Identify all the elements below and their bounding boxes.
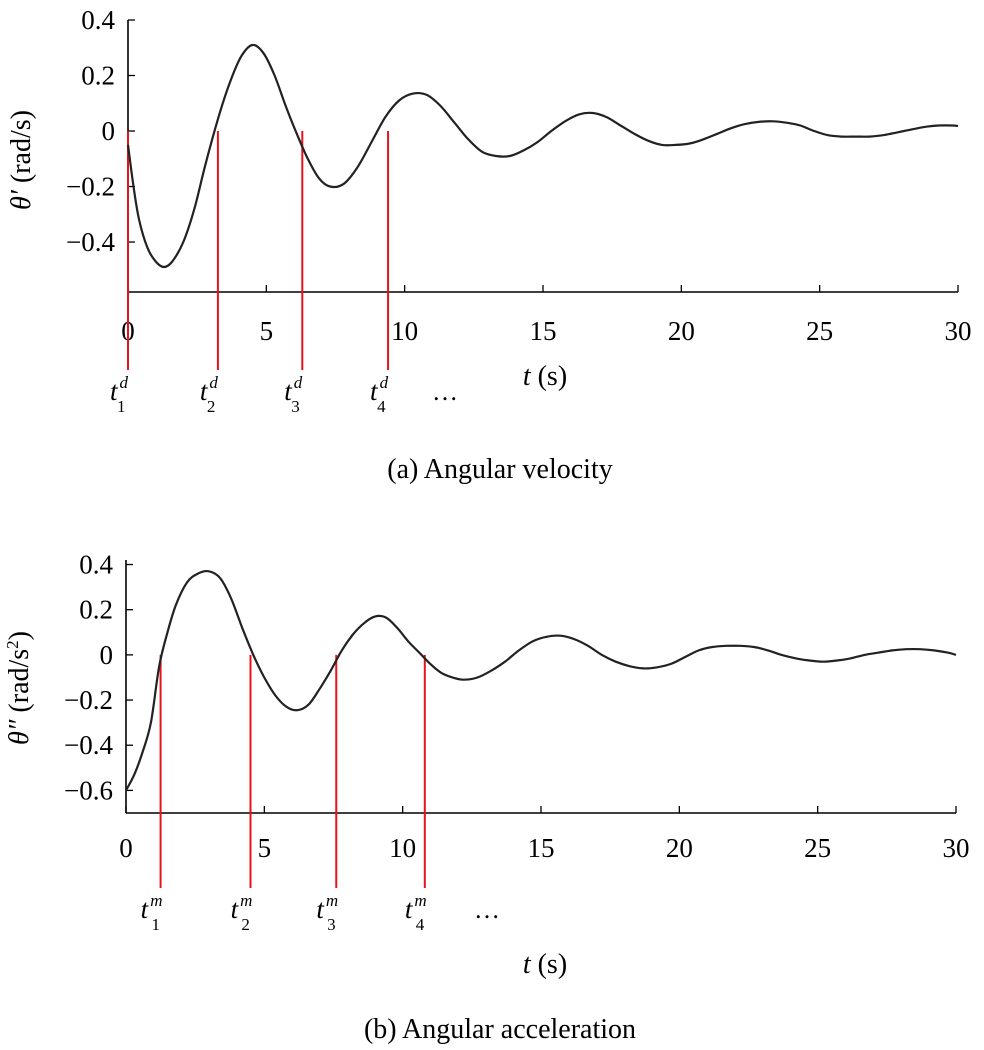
marker-subscript: 1 — [117, 397, 126, 416]
y-tick-label: −0.2 — [66, 172, 115, 202]
marker-subscript: 3 — [327, 915, 336, 934]
y-tick-label: 0.4 — [81, 5, 115, 35]
marker-subscript: 4 — [377, 397, 386, 416]
x-axis-label: t (s) — [523, 361, 567, 392]
y-tick-label: 0.2 — [81, 61, 115, 91]
marker-variable: t — [316, 894, 325, 924]
x-axis-variable: t — [523, 949, 532, 980]
marker-subscript: 4 — [416, 915, 425, 934]
y-axis-unit: (rad/s — [4, 649, 35, 720]
marker-superscript: m — [240, 891, 252, 910]
figure-caption: (a) Angular velocity — [387, 454, 612, 485]
x-tick-label: 10 — [389, 833, 416, 863]
marker-superscript: d — [120, 373, 129, 392]
x-axis-unit: (s) — [531, 949, 568, 980]
y-axis-unit-superscript: 2 — [3, 640, 22, 649]
marker-superscript: m — [326, 891, 338, 910]
x-tick-label: 20 — [668, 316, 695, 346]
marker-ellipsis: … — [474, 895, 500, 924]
x-tick-label: 15 — [530, 316, 557, 346]
y-axis-variable: θ′ — [6, 189, 37, 210]
y-axis-variable: θ″ — [4, 719, 35, 745]
y-tick-label: 0 — [102, 116, 116, 146]
x-tick-label: 15 — [528, 833, 555, 863]
y-axis-label: θ′ (rad/s) — [6, 110, 37, 210]
marker-variable: t — [231, 894, 240, 924]
x-axis-variable: t — [523, 361, 532, 392]
marker-superscript: m — [414, 891, 426, 910]
marker-superscript: d — [294, 373, 303, 392]
x-tick-label: 25 — [804, 833, 831, 863]
x-tick-label: 30 — [945, 316, 972, 346]
chart-panel-angular-velocity: 0.40.20−0.2−0.4051015202530td1td2td3td4…… — [6, 5, 972, 485]
marker-subscript: 3 — [291, 397, 300, 416]
y-tick-label: 0.2 — [79, 595, 113, 625]
x-tick-label: 10 — [391, 316, 418, 346]
x-tick-label: 5 — [258, 833, 272, 863]
x-tick-label: 30 — [943, 833, 970, 863]
marker-variable: t — [284, 376, 293, 406]
marker-superscript: d — [209, 373, 218, 392]
x-axis-unit: (s) — [531, 361, 568, 392]
marker-variable: t — [370, 376, 379, 406]
marker-variable: t — [200, 376, 209, 406]
data-series-line — [125, 569, 957, 791]
x-tick-label: 0 — [119, 833, 133, 863]
marker-subscript: 2 — [241, 915, 250, 934]
marker-superscript: d — [380, 373, 389, 392]
y-tick-label: −0.4 — [66, 227, 115, 257]
data-series-line — [126, 43, 959, 269]
y-tick-label: 0 — [100, 640, 114, 670]
x-axis-label: t (s) — [523, 949, 567, 980]
y-axis-label: θ″ (rad/s2) — [3, 631, 35, 745]
marker-variable: t — [141, 894, 150, 924]
marker-superscript: m — [150, 891, 162, 910]
y-tick-label: 0.4 — [79, 550, 113, 580]
x-tick-label: 20 — [666, 833, 693, 863]
y-tick-label: −0.4 — [64, 730, 113, 760]
marker-variable: t — [110, 376, 119, 406]
chart-panel-angular-acceleration: 0.40.20−0.2−0.4−0.60 5 10 15 20 25 30t m 1t m 2t m 3… — [3, 550, 970, 1045]
marker-variable: t — [405, 894, 414, 924]
y-axis-unit-close: ) — [4, 631, 35, 640]
marker-subscript: 2 — [207, 397, 216, 416]
y-axis-unit: (rad/s) — [6, 110, 37, 190]
marker-ellipsis: … — [432, 377, 458, 406]
y-tick-label: −0.2 — [64, 685, 113, 715]
x-tick-label: 25 — [806, 316, 833, 346]
x-tick-label: 5 — [260, 316, 274, 346]
marker-subscript: 1 — [151, 915, 160, 934]
y-tick-label: −0.6 — [64, 775, 113, 805]
figure-caption: (b) Angular acceleration — [364, 1014, 636, 1045]
